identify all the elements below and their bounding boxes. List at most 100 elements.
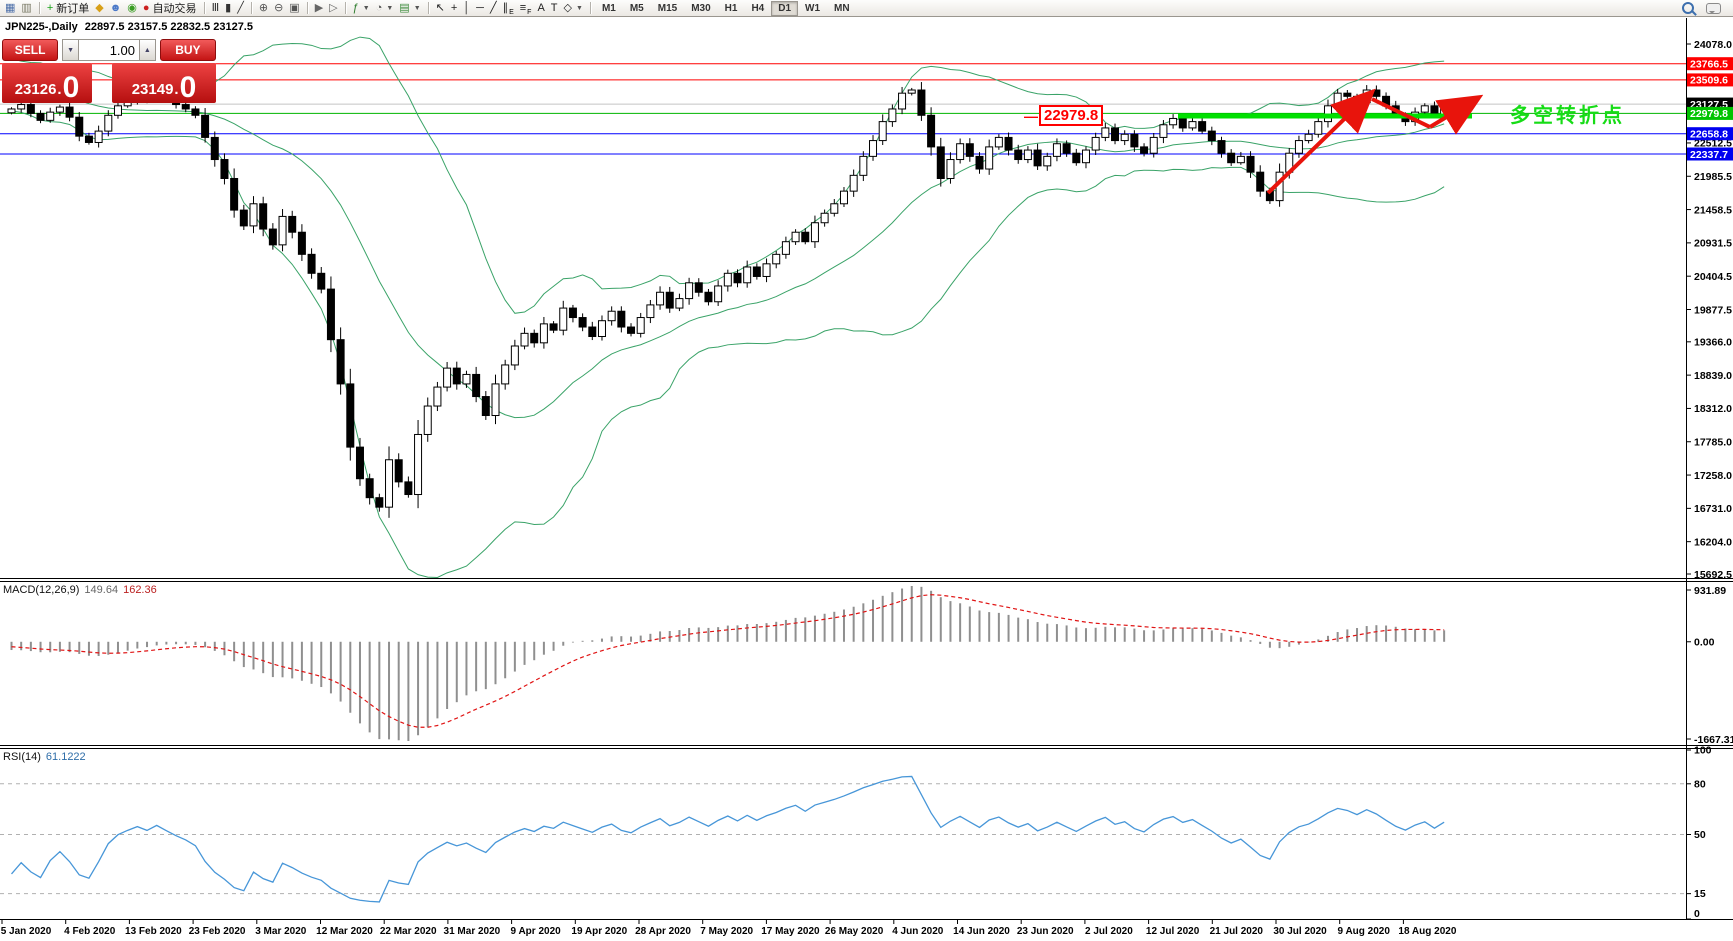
date-axis-label: 23 Feb 2020: [189, 926, 246, 937]
toolbar-chart-shift-button[interactable]: ▷: [326, 1, 340, 16]
price-badge: [1687, 57, 1733, 71]
buy-price-decimal: 0: [179, 71, 197, 104]
toolbar-horizontal-line-button[interactable]: ─: [473, 1, 487, 16]
toolbar-zoom-out-button[interactable]: ⊖: [271, 1, 286, 16]
toolbar-market-watch-button[interactable]: ☻: [107, 1, 125, 16]
price-axis-label: 21985.5: [1694, 171, 1732, 183]
date-axis-label: 2 Jul 2020: [1085, 926, 1133, 937]
timeframe-w1-button[interactable]: W1: [805, 2, 821, 14]
rsi-axis-label: 50: [1694, 829, 1706, 841]
timeframe-h4-button[interactable]: H4: [751, 2, 765, 14]
price-axis-label: 20404.5: [1694, 271, 1732, 283]
volume-down-stepper[interactable]: ▼: [62, 39, 79, 61]
sell-button[interactable]: SELL: [2, 39, 59, 61]
macd-histogram: [10, 586, 1446, 741]
uptrend-arrow-annotation[interactable]: [1266, 88, 1376, 195]
new-order-icon: +: [46, 1, 54, 14]
toolbar-crosshair-button[interactable]: +: [448, 1, 460, 16]
breakout-arrow-annotation[interactable]: [1428, 94, 1484, 135]
toolbar-tile-windows-button[interactable]: ▣: [286, 1, 302, 16]
buy-button[interactable]: BUY: [159, 39, 216, 61]
toolbar-styler-button[interactable]: ◆: [92, 1, 106, 16]
zoom-out-icon: ⊖: [274, 1, 284, 14]
sell-price-display[interactable]: 23126. 0: [2, 63, 92, 103]
toolbar-bar-chart-button[interactable]: Ⅲ: [209, 1, 223, 16]
toolbar-text-button[interactable]: A: [534, 1, 547, 16]
timeframe-m1-button[interactable]: M1: [601, 2, 616, 14]
toolbar-chart-profiles-button[interactable]: ▥: [18, 1, 34, 16]
toolbar-trendline-button[interactable]: ╱: [487, 1, 500, 16]
price-axis-label: 16731.0: [1694, 503, 1732, 515]
timeframe-d1-button[interactable]: D1: [771, 0, 799, 16]
toolbar-line-chart-button[interactable]: ╱: [234, 1, 247, 16]
crosshair-icon: +: [450, 1, 458, 14]
date-axis-label: 9 Apr 2020: [510, 926, 561, 937]
date-axis-label: 12 Jul 2020: [1146, 926, 1200, 937]
auto-trading-label: 自动交易: [152, 3, 197, 15]
price-axis-label: 19366.0: [1694, 337, 1732, 349]
rsi-axis-label: 80: [1694, 778, 1706, 790]
macd-value-signal: 162.36: [123, 584, 157, 596]
timeframe-h1-button[interactable]: H1: [724, 2, 738, 14]
search-icon[interactable]: [1682, 2, 1694, 14]
tile-windows-icon: ▣: [289, 1, 300, 14]
callout-dash: —: [1024, 107, 1038, 124]
turning-point-annotation: 多空转折点: [1510, 105, 1625, 127]
toolbar-signals-button[interactable]: ◉: [124, 1, 140, 16]
toolbar-zoom-in-button[interactable]: ⊕: [256, 1, 271, 16]
toolbar-cursor-button[interactable]: ↖: [433, 1, 448, 16]
toolbar-separator: [344, 2, 346, 14]
new-chart-icon: ▦: [5, 1, 16, 14]
bar-chart-icon: Ⅲ: [211, 1, 220, 14]
price-axis-label: 18839.0: [1694, 370, 1732, 382]
macd-signal-line: [11, 594, 1445, 728]
toolbar-separator: [306, 2, 308, 14]
timeframe-m30-button[interactable]: M30: [691, 2, 711, 14]
toolbar-auto-scroll-button[interactable]: ▶: [312, 1, 326, 16]
toolbar-equidistant-channel-button[interactable]: ∥ E: [500, 1, 517, 16]
price-axis-label: 17258.0: [1694, 470, 1732, 482]
toolbar-new-order-button[interactable]: + 新订单: [44, 1, 92, 16]
toolbar-new-chart-button[interactable]: ▦: [2, 1, 18, 16]
toolbar-vertical-line-button[interactable]: │: [460, 1, 473, 16]
toolbar-auto-trading-button[interactable]: ● 自动交易: [140, 1, 200, 16]
candlestick-chart-icon: ▮: [225, 1, 232, 14]
pullback-line-annotation[interactable]: [1371, 97, 1431, 129]
toolbar-text-label-button[interactable]: T: [548, 1, 561, 16]
price-badge: [1687, 106, 1733, 120]
chart-profiles-icon: ▥: [21, 1, 32, 14]
date-axis-label: 26 May 2020: [825, 926, 884, 937]
timeframe-m15-button[interactable]: M15: [657, 2, 678, 14]
volume-up-stepper[interactable]: ▲: [139, 39, 156, 61]
toolbar-templates-button[interactable]: ▤ ▼: [396, 1, 423, 16]
rsi-axis-label: 0: [1694, 908, 1700, 920]
sell-price-main: 23126: [14, 81, 57, 98]
toolbar-arrows-button[interactable]: ◇ ▼: [561, 1, 586, 16]
toolbar-indicators-button[interactable]: ƒ ▼: [350, 1, 373, 16]
price-badge-label: 22658.8: [1690, 128, 1728, 140]
timeframe-mn-button[interactable]: MN: [834, 2, 850, 14]
rsi-value: 61.1222: [45, 751, 86, 763]
text-label-icon: T: [550, 1, 558, 14]
arrows-icon: ◇: [563, 1, 572, 14]
buy-price-dot: .: [174, 81, 179, 98]
volume-input[interactable]: [79, 39, 139, 61]
toolbar-separator: [427, 2, 429, 14]
toolbar-fibonacci-button[interactable]: ≡ F: [517, 1, 535, 16]
arrows-dropdown-icon: ▼: [576, 4, 583, 12]
indicators-icon: ƒ: [352, 1, 359, 14]
price-callout: — 22979.8: [1024, 105, 1104, 126]
price-badge-label: 22979.8: [1690, 108, 1728, 120]
date-axis-label: 7 May 2020: [700, 926, 753, 937]
date-axis-label: 30 Jul 2020: [1273, 926, 1327, 937]
toolbar-candlestick-chart-button[interactable]: ▮: [222, 1, 234, 16]
chat-icon[interactable]: [1706, 2, 1721, 14]
equidistant-channel-icon: ∥: [502, 1, 509, 14]
buy-price-display[interactable]: 23149. 0: [112, 63, 216, 103]
toolbar-right-icons: [1682, 2, 1731, 14]
toolbar-periods-button[interactable]: ◔ ▼: [373, 1, 397, 16]
price-badge-label: 22337.7: [1690, 149, 1728, 161]
price-axis-label: 20931.5: [1694, 238, 1732, 250]
timeframe-m5-button[interactable]: M5: [629, 2, 644, 14]
